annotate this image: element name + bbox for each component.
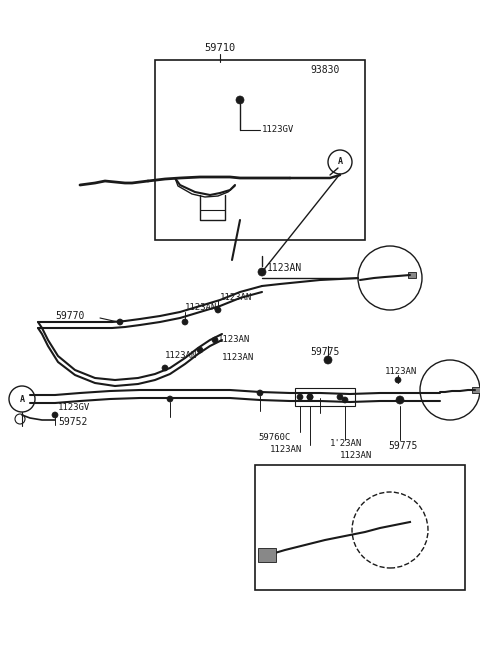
Text: 1123AN: 1123AN: [185, 304, 217, 313]
Circle shape: [52, 412, 58, 418]
Circle shape: [342, 397, 348, 403]
Text: 93830: 93830: [311, 65, 340, 75]
Circle shape: [395, 377, 401, 383]
Bar: [408, 272, 416, 278]
Text: A: A: [337, 158, 343, 166]
Bar: [258, 548, 276, 562]
Circle shape: [396, 396, 404, 404]
Circle shape: [307, 394, 313, 400]
Text: 59770: 59770: [55, 311, 84, 321]
Text: 1123AN: 1123AN: [267, 263, 302, 273]
Text: 1123AN: 1123AN: [165, 350, 197, 359]
Circle shape: [9, 386, 35, 412]
Circle shape: [307, 394, 313, 400]
Circle shape: [358, 246, 422, 310]
Text: 59775: 59775: [388, 441, 418, 451]
Circle shape: [182, 319, 188, 325]
Circle shape: [212, 337, 218, 343]
Text: 59775: 59775: [310, 347, 339, 357]
Text: 1123AN: 1123AN: [340, 451, 372, 461]
Bar: [295, 388, 355, 406]
Circle shape: [324, 356, 332, 364]
Circle shape: [162, 365, 168, 371]
Text: 1'23AN: 1'23AN: [330, 438, 362, 447]
Circle shape: [337, 394, 343, 400]
Circle shape: [352, 492, 428, 568]
Bar: [255, 465, 465, 590]
Text: 59745: 59745: [380, 563, 409, 573]
Circle shape: [257, 390, 263, 396]
Circle shape: [420, 360, 480, 420]
Circle shape: [117, 319, 123, 325]
Text: 1123GV: 1123GV: [262, 125, 294, 135]
Text: 59752: 59752: [58, 417, 87, 427]
Text: 1123AN: 1123AN: [385, 367, 417, 376]
Text: A: A: [20, 394, 24, 403]
Circle shape: [167, 396, 173, 402]
Circle shape: [197, 347, 203, 353]
Text: 1123AN: 1123AN: [222, 353, 254, 363]
Circle shape: [317, 392, 323, 398]
Text: 1123AN: 1123AN: [218, 336, 250, 344]
Circle shape: [258, 268, 266, 276]
Circle shape: [297, 394, 303, 400]
Circle shape: [236, 96, 244, 104]
Text: 59760C: 59760C: [258, 434, 290, 443]
Text: 59710: 59710: [204, 43, 236, 53]
Bar: [472, 387, 480, 393]
Bar: [155, 60, 365, 240]
Circle shape: [15, 414, 25, 424]
Circle shape: [328, 150, 352, 174]
Circle shape: [215, 307, 221, 313]
Text: 1123GV: 1123GV: [58, 403, 90, 413]
Text: DISC TYPE: DISC TYPE: [268, 471, 324, 481]
Text: 1123AN: 1123AN: [220, 294, 252, 302]
Text: 1123AN: 1123AN: [270, 445, 302, 455]
